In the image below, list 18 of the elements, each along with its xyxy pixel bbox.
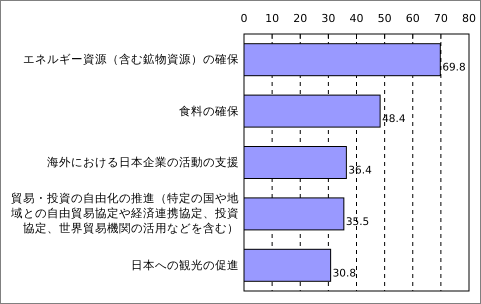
y-tick-label: 海外における日本企業の活動の支援 (46, 155, 239, 170)
x-tick-label: 0 (240, 12, 248, 25)
x-tick-label: 20 (293, 12, 308, 25)
x-tick-label: 10 (265, 12, 280, 25)
data-label: 30.8 (332, 267, 356, 280)
x-tick-label: 50 (378, 12, 392, 25)
x-tick-label: 60 (406, 12, 420, 25)
x-tick-label: 70 (434, 12, 448, 25)
y-tick-label: 食料の確保 (178, 104, 239, 119)
x-tick-label: 80 (462, 12, 476, 25)
data-label: 35.5 (346, 216, 370, 228)
data-label: 69.8 (442, 62, 466, 74)
x-tick-label: 40 (350, 12, 364, 25)
y-tick-label: エネルギー資源（含む鉱物資源）の確保 (22, 52, 239, 68)
y-tick-label: 貿易・投資の自由化の推進（特定の国や地域との自由貿易協定や経済連携協定、投資協定、世界貿易機関の活用などを含む） (10, 191, 239, 236)
data-label: 48.4 (382, 113, 406, 126)
x-tick-label: 30 (321, 12, 336, 25)
y-tick-label: 日本への観光の促進 (130, 258, 239, 273)
